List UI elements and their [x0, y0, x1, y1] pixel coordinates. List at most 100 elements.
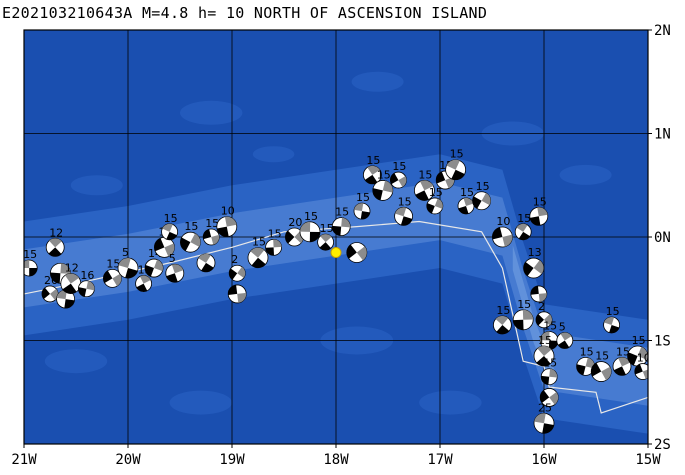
- beachball: 2: [228, 253, 246, 282]
- beachball: [346, 242, 368, 263]
- beachball: 25: [533, 401, 555, 434]
- beachball: 15: [265, 227, 283, 256]
- beachball: 15: [492, 304, 512, 335]
- depth-label: 15: [533, 195, 547, 208]
- lat-tick-label: 1S: [654, 334, 671, 350]
- depth-label: 15: [496, 304, 510, 317]
- depth-label: 15: [164, 212, 178, 225]
- lon-tick-label: 20W: [115, 452, 141, 468]
- beachball: 15: [533, 334, 555, 367]
- beachball: [539, 388, 559, 407]
- beachball: 15: [627, 334, 648, 367]
- beachball: 15: [394, 195, 414, 226]
- depth-label: 2: [231, 253, 238, 266]
- depth-label: 15: [460, 186, 474, 199]
- depth-label: 15: [543, 320, 557, 333]
- beachball: 13: [523, 246, 544, 279]
- epicenter-marker: [330, 247, 342, 259]
- depth-label: 15: [335, 206, 349, 219]
- depth-label: 16: [80, 269, 94, 282]
- lon-tick-label: 19W: [219, 452, 245, 468]
- beachball: 15: [539, 320, 559, 350]
- lon-tick-label: 17W: [427, 452, 453, 468]
- depth-label: 15: [268, 227, 282, 240]
- depth-label: 13: [528, 246, 542, 259]
- seafloor-patch: [351, 71, 404, 92]
- depth-label: 15: [205, 217, 219, 230]
- depth-label: 12: [65, 262, 79, 275]
- depth-label: 15: [450, 148, 464, 161]
- beachball: 15: [317, 222, 335, 251]
- beachball: 10: [634, 352, 648, 380]
- depth-label: 15: [476, 180, 490, 193]
- plate-boundary: [24, 220, 648, 414]
- beachball: 15: [331, 206, 351, 237]
- beachball: 15: [362, 154, 382, 185]
- depth-label: 15: [356, 191, 370, 204]
- lon-tick-label: 16W: [531, 452, 557, 468]
- lon-tick-label: 15W: [635, 452, 661, 468]
- lon-tick-label: 18W: [323, 452, 349, 468]
- depth-label: 2: [538, 300, 545, 313]
- seafloor-patch: [180, 100, 243, 125]
- lat-tick-label: 2S: [654, 437, 671, 453]
- beachball: 5: [556, 321, 574, 349]
- beachball: 15: [372, 168, 394, 201]
- beachball: 2: [535, 300, 553, 329]
- beachball: 15: [540, 357, 558, 386]
- seafloor-patch: [419, 390, 482, 415]
- beachball: 15: [202, 217, 220, 246]
- beachball: 15: [529, 195, 549, 226]
- depth-label: 15: [184, 220, 198, 233]
- beachball: 15: [457, 186, 475, 215]
- map-title: E202103210643A M=4.8 h= 10 NORTH OF ASCE…: [2, 4, 488, 22]
- depth-label: 15: [304, 210, 318, 223]
- seafloor-patch: [70, 175, 123, 196]
- depth-label: 15: [606, 305, 620, 318]
- depth-label: 15: [23, 248, 37, 261]
- depth-label: 10: [221, 205, 235, 218]
- beachball: 15: [353, 191, 371, 220]
- depth-label: 15: [517, 298, 531, 311]
- beachball: 12: [60, 262, 82, 294]
- depth-label: 15: [106, 257, 120, 270]
- beachball: 15: [23, 248, 38, 277]
- lat-tick-label: 0N: [654, 230, 671, 246]
- depth-label: 15: [595, 350, 609, 363]
- depth-label: 15: [366, 154, 380, 167]
- depth-label: 15: [538, 334, 552, 347]
- depth-label: 15: [252, 236, 266, 249]
- beachball: 10: [216, 205, 238, 238]
- beachball: 16: [78, 269, 95, 298]
- depth-label: 5: [122, 246, 129, 259]
- beachball: 15: [426, 186, 444, 215]
- beachball: 26: [41, 274, 59, 303]
- beachball: [56, 289, 75, 309]
- beachball: 10: [491, 215, 513, 248]
- seafloor-patch: [559, 164, 612, 185]
- beachball: 15: [299, 210, 321, 243]
- beachball: 12: [45, 226, 65, 257]
- beachball: 15: [445, 148, 467, 181]
- beachball: 15: [389, 160, 407, 189]
- latitude-axis: 2N 1N 0N 1S 2S: [648, 23, 671, 453]
- lon-tick-label: 21W: [11, 452, 37, 468]
- seafloor-patch: [169, 390, 232, 415]
- beachball: 15: [247, 236, 269, 269]
- beachball: 15: [514, 212, 532, 241]
- beachball: 15: [576, 345, 595, 376]
- depth-label: 26: [44, 274, 58, 287]
- lat-tick-label: 1N: [654, 127, 671, 143]
- depth-label: 15: [418, 168, 432, 181]
- beachball: 15: [413, 168, 435, 201]
- beachball: 15: [161, 212, 179, 241]
- depth-label: 15: [320, 222, 334, 235]
- depth-label: 15: [616, 345, 630, 358]
- depth-label: 15: [398, 195, 412, 208]
- depth-label: 15: [377, 168, 391, 181]
- beachball: 15: [512, 298, 534, 331]
- seafloor-patch: [44, 349, 108, 374]
- focal-mechanisms-layer: 1512261216155151415155151510215152015151…: [23, 148, 648, 434]
- depth-label: 15: [517, 212, 531, 225]
